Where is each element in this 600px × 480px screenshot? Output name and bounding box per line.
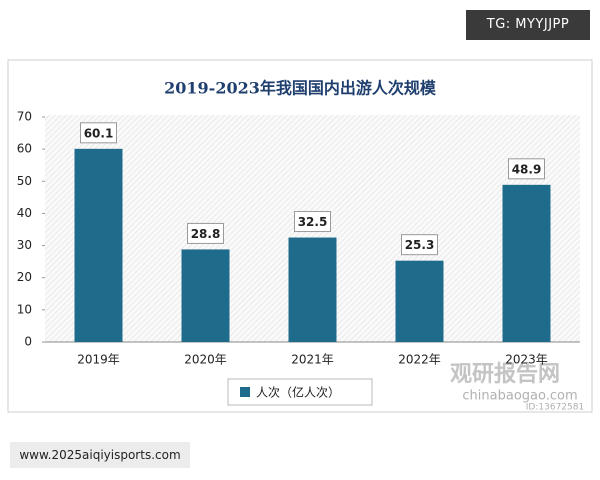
bar [502, 184, 551, 342]
legend-swatch [240, 387, 250, 397]
y-tick-label: 20 [17, 270, 32, 284]
x-tick-label: 2021年 [291, 353, 334, 367]
chart-title: 2019-2023年我国国内出游人次规模 [164, 79, 437, 98]
y-tick-label: 40 [17, 206, 32, 220]
badge: TG: MYYJJPP [466, 10, 590, 40]
footer-link[interactable]: www.2025aiqiyisports.com [10, 442, 190, 468]
watermark: 观研报告网 [450, 362, 560, 387]
data-label: 48.9 [512, 162, 542, 176]
label-box [508, 158, 545, 180]
legend-label: 人次（亿人次） [256, 385, 340, 400]
y-tick-label: 60 [17, 142, 32, 156]
data-label: 32.5 [298, 215, 328, 229]
watermark: ID:13672581 [526, 403, 584, 413]
y-tick-label: 30 [17, 238, 32, 252]
data-label: 28.8 [191, 227, 221, 241]
label-box [401, 234, 438, 256]
y-tick-label: 50 [17, 174, 32, 188]
data-label: 60.1 [84, 126, 114, 140]
label-box [80, 122, 117, 144]
y-tick-label: 70 [17, 110, 32, 124]
bar [395, 260, 444, 342]
x-tick-label: 2022年 [398, 353, 441, 367]
x-tick-label: 2019年 [77, 353, 120, 367]
x-tick-label: 2023年 [505, 353, 548, 367]
label-box [187, 222, 224, 244]
bar [181, 249, 230, 342]
x-tick-label: 2020年 [184, 353, 227, 367]
bar [288, 237, 337, 342]
y-tick-label: 0 [24, 335, 32, 349]
label-box [294, 211, 331, 233]
y-tick-label: 10 [17, 302, 32, 316]
watermark: chinabaogao.com [462, 389, 577, 404]
data-label: 25.3 [405, 238, 435, 252]
bar [74, 148, 123, 342]
legend-box [227, 378, 373, 406]
